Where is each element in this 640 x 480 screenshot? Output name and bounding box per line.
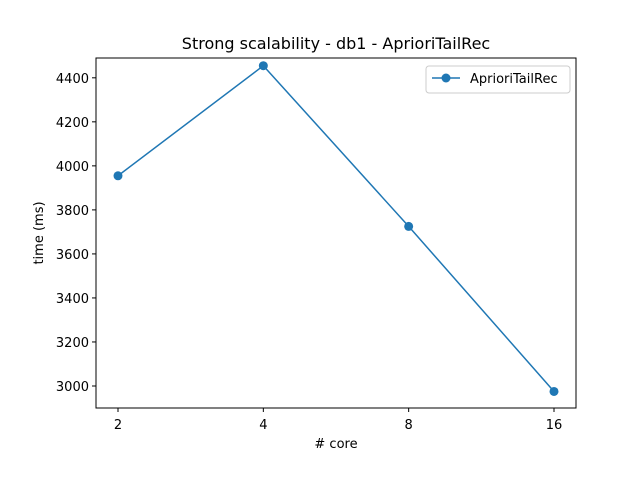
x-axis: 2 4 8 16 bbox=[114, 408, 562, 433]
y-tick-label: 3200 bbox=[56, 336, 89, 351]
legend-marker-swatch bbox=[441, 73, 451, 83]
y-tick-label: 4400 bbox=[56, 72, 89, 87]
y-tick-label: 4000 bbox=[56, 160, 89, 175]
x-tick-label: 8 bbox=[405, 418, 413, 433]
plot-frame bbox=[95, 57, 577, 409]
x-tick-label: 2 bbox=[114, 418, 122, 433]
y-axis: 3000 3200 3400 3600 3800 4000 4200 4400 bbox=[56, 72, 96, 395]
y-tick-label: 3600 bbox=[56, 248, 89, 263]
series-layer bbox=[113, 61, 559, 396]
plot-area bbox=[95, 57, 577, 409]
data-point bbox=[258, 61, 268, 71]
x-axis-label: # core bbox=[314, 437, 357, 452]
x-tick-label: 4 bbox=[259, 418, 267, 433]
y-axis-label: time (ms) bbox=[32, 201, 47, 264]
x-tick-label: 16 bbox=[546, 418, 563, 433]
y-tick-label: 4200 bbox=[56, 116, 89, 131]
chart-title: Strong scalability - db1 - AprioriTailRe… bbox=[182, 34, 490, 53]
legend: AprioriTailRec bbox=[425, 65, 571, 94]
y-tick-label: 3000 bbox=[56, 380, 89, 395]
series-line bbox=[117, 64, 555, 392]
data-point bbox=[549, 386, 559, 396]
y-tick-label: 3400 bbox=[56, 292, 89, 307]
data-point bbox=[404, 221, 414, 231]
legend-label: AprioriTailRec bbox=[470, 72, 558, 87]
legend-box bbox=[425, 65, 571, 94]
data-point bbox=[113, 171, 123, 181]
y-tick-label: 3800 bbox=[56, 204, 89, 219]
